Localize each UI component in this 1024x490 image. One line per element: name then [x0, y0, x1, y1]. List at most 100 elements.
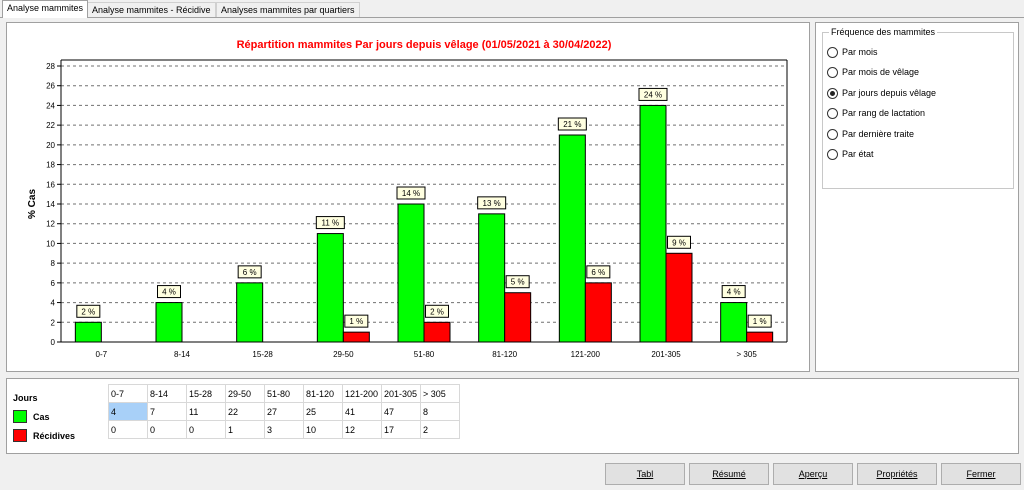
- bar-cas: [397, 203, 425, 343]
- table-cell[interactable]: 0: [147, 420, 187, 439]
- radio-par-derniere-traite[interactable]: Par dernière traite: [827, 127, 914, 141]
- bar-cas: [558, 134, 586, 343]
- bar-recidives: [746, 331, 774, 343]
- x-tick-label: 8-14: [174, 350, 191, 359]
- fermer-button[interactable]: Fermer: [941, 463, 1021, 485]
- table-cell[interactable]: 2: [420, 420, 460, 439]
- y-tick-label: 28: [46, 62, 55, 71]
- tab-analyse-mammites-recidive[interactable]: Analyse mammites - Récidive: [87, 2, 216, 18]
- radio-button[interactable]: [827, 46, 838, 58]
- data-label-box: [344, 314, 369, 328]
- table-cell[interactable]: 25: [303, 402, 343, 421]
- radio-par-jours-depuis-velage[interactable]: Par jours depuis vêlage: [827, 86, 936, 100]
- table-header-cell[interactable]: 81-120: [303, 384, 343, 403]
- y-tick-label: 26: [46, 82, 55, 91]
- table-cell[interactable]: 0: [186, 420, 226, 439]
- radio-label: Par mois: [842, 47, 878, 57]
- frequency-group-title: Fréquence des mammites: [829, 27, 938, 37]
- data-label: 4 %: [162, 288, 176, 297]
- bar-recidives: [665, 252, 693, 343]
- table-header-cell[interactable]: 8-14: [147, 384, 187, 403]
- data-label: 5 %: [511, 278, 525, 287]
- table-cell[interactable]: 11: [186, 402, 226, 421]
- data-label: 24 %: [644, 90, 662, 99]
- radio-button[interactable]: [827, 128, 838, 140]
- x-tick-label: 15-28: [252, 350, 273, 359]
- data-label-box: [557, 117, 587, 131]
- bar-recidives: [504, 292, 532, 343]
- table-cell[interactable]: 41: [342, 402, 382, 421]
- table-header-cell[interactable]: 121-200: [342, 384, 382, 403]
- radio-par-mois[interactable]: Par mois: [827, 45, 878, 59]
- table-cell[interactable]: 22: [225, 402, 265, 421]
- y-tick-label: 14: [46, 200, 55, 209]
- data-label: 9 %: [672, 238, 686, 247]
- table-cell[interactable]: 3: [264, 420, 304, 439]
- table-header-cell[interactable]: 29-50: [225, 384, 265, 403]
- frequency-group: Fréquence des mammites Par mois Par mois…: [822, 27, 1014, 189]
- legend-title: Jours: [13, 393, 38, 403]
- radio-label: Par jours depuis vêlage: [842, 88, 937, 98]
- radio-label: Par rang de lactation: [842, 108, 926, 118]
- table-header-cell[interactable]: 51-80: [264, 384, 304, 403]
- radio-par-etat[interactable]: Par état: [827, 147, 874, 161]
- radio-par-mois-de-velage[interactable]: Par mois de vêlage: [827, 65, 919, 79]
- y-tick-label: 2: [51, 318, 56, 327]
- data-label: 1 %: [753, 317, 767, 326]
- radio-button[interactable]: [827, 107, 838, 119]
- y-tick-label: 6: [51, 279, 56, 288]
- data-label: 2 %: [430, 307, 444, 316]
- bar-cas: [155, 302, 183, 343]
- tabl-button-label: Tabl: [636, 469, 654, 479]
- data-label: 13 %: [483, 199, 501, 208]
- radio-button[interactable]: [827, 87, 838, 99]
- bar-cas: [74, 321, 102, 343]
- apercu-button[interactable]: Aperçu: [773, 463, 853, 485]
- x-tick-label: 0-7: [96, 350, 108, 359]
- y-tick-label: 18: [46, 161, 55, 170]
- tab-analyses-mammites-par-quartiers[interactable]: Analyses mammites par quartiers: [216, 2, 360, 18]
- bar-cas: [478, 213, 506, 343]
- bar-chart: Répartition mammites Par jours depuis vê…: [27, 39, 788, 359]
- x-tick-label: 81-120: [492, 350, 517, 359]
- bar-cas: [720, 302, 748, 343]
- legend-swatch-recidives: [13, 429, 27, 442]
- table-cell[interactable]: 0: [108, 420, 148, 439]
- table-cell-selected[interactable]: 4: [108, 402, 148, 421]
- table-header-cell[interactable]: 201-305: [381, 384, 421, 403]
- legend-item-cas: Cas: [13, 410, 50, 423]
- table-cell[interactable]: 10: [303, 420, 343, 439]
- tabl-button[interactable]: Tabl: [605, 463, 685, 485]
- data-label-box: [667, 235, 691, 249]
- table-cell[interactable]: 12: [342, 420, 382, 439]
- radio-label: Par état: [842, 149, 874, 159]
- data-label: 6 %: [243, 268, 257, 277]
- table-cell[interactable]: 8: [420, 402, 460, 421]
- table-cell[interactable]: 1: [225, 420, 265, 439]
- radio-button[interactable]: [827, 148, 838, 160]
- table-cell[interactable]: 27: [264, 402, 304, 421]
- proprietes-button[interactable]: Propriétés: [857, 463, 937, 485]
- table-cell[interactable]: 7: [147, 402, 187, 421]
- x-tick-label: 29-50: [333, 350, 354, 359]
- table-row-cas: 4 7 11 22 27 25 41 47 8: [108, 402, 460, 421]
- bar-cas: [236, 282, 264, 343]
- y-tick-label: 20: [46, 141, 55, 150]
- table-header-cell[interactable]: 15-28: [186, 384, 226, 403]
- resume-button[interactable]: Résumé: [689, 463, 769, 485]
- radio-label: Par dernière traite: [842, 129, 915, 139]
- table-header-cell[interactable]: 0-7: [108, 384, 148, 403]
- apercu-button-label: Aperçu: [798, 469, 828, 479]
- data-label-box: [157, 285, 181, 299]
- data-table[interactable]: 0-7 8-14 15-28 29-50 51-80 81-120 121-20…: [108, 384, 460, 439]
- y-tick-label: 16: [46, 180, 55, 189]
- tab-analyse-mammites[interactable]: Analyse mammites: [2, 0, 89, 18]
- table-header-cell[interactable]: > 305: [420, 384, 460, 403]
- data-label-box: [76, 304, 101, 318]
- radio-par-rang-de-lactation[interactable]: Par rang de lactation: [827, 106, 925, 120]
- data-label-box: [747, 314, 772, 328]
- y-tick-label: 12: [46, 220, 55, 229]
- table-cell[interactable]: 47: [381, 402, 421, 421]
- radio-button[interactable]: [827, 66, 838, 78]
- table-cell[interactable]: 17: [381, 420, 421, 439]
